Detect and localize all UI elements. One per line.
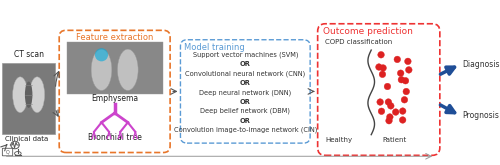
Text: Healthy: Healthy <box>326 137 353 143</box>
Circle shape <box>401 97 407 103</box>
FancyBboxPatch shape <box>318 24 440 155</box>
Circle shape <box>406 67 412 73</box>
Ellipse shape <box>12 77 28 113</box>
Text: Support vector machines (SVM): Support vector machines (SVM) <box>192 51 298 58</box>
Ellipse shape <box>95 48 108 61</box>
Circle shape <box>400 117 406 123</box>
FancyBboxPatch shape <box>180 40 310 143</box>
Ellipse shape <box>30 77 44 113</box>
Ellipse shape <box>118 49 138 90</box>
Text: Patient: Patient <box>382 137 407 143</box>
Circle shape <box>378 51 384 58</box>
Circle shape <box>385 99 392 105</box>
Text: Convolution image-to-image network (CIN): Convolution image-to-image network (CIN) <box>174 127 317 133</box>
FancyBboxPatch shape <box>2 63 56 134</box>
Text: OR: OR <box>240 99 250 105</box>
FancyBboxPatch shape <box>66 42 162 94</box>
Text: Convolutional neural network (CNN): Convolutional neural network (CNN) <box>185 70 306 77</box>
Circle shape <box>394 56 400 63</box>
FancyBboxPatch shape <box>59 30 170 152</box>
Circle shape <box>376 64 382 70</box>
Text: Outcome prediction: Outcome prediction <box>324 27 413 36</box>
Circle shape <box>380 65 386 71</box>
Circle shape <box>384 83 390 90</box>
Circle shape <box>378 108 385 115</box>
Text: Q: Q <box>6 149 10 155</box>
Circle shape <box>386 117 392 124</box>
Circle shape <box>392 109 399 115</box>
Text: OR: OR <box>240 80 250 86</box>
Text: Model training: Model training <box>184 43 245 51</box>
Circle shape <box>398 76 404 83</box>
Text: Feature extraction: Feature extraction <box>76 33 154 42</box>
Circle shape <box>386 114 393 120</box>
Ellipse shape <box>25 82 32 108</box>
Circle shape <box>398 70 404 77</box>
Circle shape <box>400 108 406 114</box>
Ellipse shape <box>91 49 112 90</box>
Text: Clinical data: Clinical data <box>4 136 48 142</box>
Text: Deep belief network (DBM): Deep belief network (DBM) <box>200 108 290 114</box>
Text: OR: OR <box>240 118 250 124</box>
Circle shape <box>402 77 409 84</box>
Text: OR: OR <box>240 61 250 67</box>
Circle shape <box>404 58 411 65</box>
Text: Emphysema: Emphysema <box>91 94 138 103</box>
Text: Prognosis: Prognosis <box>462 111 500 120</box>
Text: Deep neural network (DNN): Deep neural network (DNN) <box>199 89 292 96</box>
Text: CT scan: CT scan <box>14 50 44 59</box>
Circle shape <box>403 88 409 95</box>
Text: Bronchial tree: Bronchial tree <box>88 133 142 142</box>
Text: Diagnosis: Diagnosis <box>462 60 500 69</box>
Circle shape <box>379 71 386 78</box>
Circle shape <box>388 103 394 109</box>
Text: COPD classification: COPD classification <box>325 39 392 45</box>
Circle shape <box>377 99 384 105</box>
